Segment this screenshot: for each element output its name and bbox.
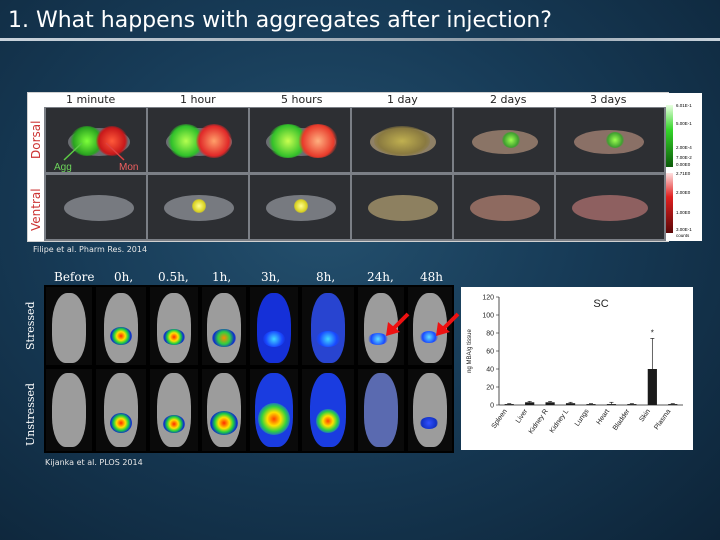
y-tick-label: 0	[490, 403, 494, 410]
chart-title: SC	[593, 298, 608, 310]
red-scale-bar	[666, 173, 673, 233]
stressed-image	[150, 287, 198, 365]
time-label: 48h	[420, 270, 443, 284]
x-tick-label: Kidney L	[549, 408, 570, 434]
bar	[504, 404, 514, 405]
scale-tick: 2.00E0	[676, 190, 691, 195]
x-tick-label: Lungs	[574, 408, 591, 428]
ventral-image	[352, 175, 452, 239]
stressed-image	[46, 287, 92, 365]
bioluminescence-imaging-panel	[44, 285, 454, 453]
fluorescence-imaging-panel: 1 minute 1 hour 5 hours 1 day 2 days 3 d…	[27, 92, 702, 242]
title-divider	[0, 38, 720, 41]
time-label: 8h,	[316, 270, 336, 284]
scale-tick: 0.00E0	[676, 162, 691, 167]
bar	[627, 404, 637, 405]
green-scale-bar	[666, 105, 673, 167]
unstressed-image	[46, 369, 92, 451]
unstressed-image	[408, 369, 452, 451]
timepoint-label: 1 minute	[66, 93, 116, 106]
x-tick-label: Heart	[596, 408, 612, 426]
y-tick-label: 80	[486, 331, 494, 338]
x-tick-label: Kidney R	[528, 408, 550, 435]
y-tick-label: 120	[482, 295, 494, 302]
bar	[668, 404, 678, 405]
scale-tick: 6.01E-1	[676, 103, 692, 108]
time-label: 24h,	[367, 270, 394, 284]
x-tick-label: Plasma	[653, 408, 672, 431]
y-tick-label: 20	[486, 385, 494, 392]
slide-title: 1. What happens with aggregates after in…	[8, 8, 552, 33]
dorsal-image	[352, 108, 452, 172]
y-tick-label: 60	[486, 349, 494, 356]
biodistribution-chart: SC ng MBA/g tissue 0 20 40 60 80 100 120 Spleen Li…	[461, 287, 693, 450]
time-label: 3h,	[261, 270, 281, 284]
stressed-image	[202, 287, 246, 365]
dorsal-image	[556, 108, 664, 172]
citation-top: Filipe et al. Pharm Res. 2014	[33, 245, 148, 254]
x-tick-label: Liver	[515, 408, 530, 425]
bar	[545, 402, 555, 405]
unstressed-image	[202, 369, 246, 451]
x-tick-label: Skin	[638, 408, 652, 423]
ventral-image	[148, 175, 248, 239]
dorsal-image	[148, 108, 248, 172]
scale-tick: 2.00E-4	[676, 145, 692, 150]
ventral-image	[454, 175, 554, 239]
red-arrow-icon	[386, 312, 410, 336]
y-tick-label: 100	[482, 313, 494, 320]
view-label-strip	[28, 107, 44, 241]
scale-tick: 7.00E-2	[676, 155, 692, 160]
red-arrow-icon	[436, 312, 460, 336]
timepoint-label: 1 hour	[180, 93, 216, 106]
y-tick-label: 40	[486, 367, 494, 374]
time-label: 0.5h,	[158, 270, 189, 284]
timepoint-label: 1 day	[387, 93, 418, 106]
time-label: 1h,	[212, 270, 232, 284]
scale-tick: 3.00E-1	[676, 227, 692, 232]
significance-marker: *	[651, 328, 654, 337]
unstressed-image	[358, 369, 404, 451]
color-scale: 6.01E-1 5.00E-1 2.00E-4 7.00E-2 0.00E0 2…	[666, 93, 702, 241]
stressed-image	[302, 287, 354, 365]
stressed-image	[96, 287, 146, 365]
stressed-image	[250, 287, 298, 365]
agg-label: Agg	[54, 162, 72, 173]
ventral-image	[46, 175, 146, 239]
bar	[606, 404, 617, 405]
x-tick-label: Spleen	[491, 408, 509, 430]
scale-tick: 1.00E0	[676, 210, 691, 215]
bar	[586, 404, 596, 405]
unstressed-image	[250, 369, 298, 451]
dorsal-image	[46, 108, 146, 172]
unstressed-image	[150, 369, 198, 451]
scale-tick: 2.71E0	[676, 171, 691, 176]
timepoint-label: 5 hours	[281, 93, 323, 106]
time-label: 0h,	[114, 270, 134, 284]
timepoint-header: 1 minute 1 hour 5 hours 1 day 2 days 3 d…	[28, 93, 668, 107]
dorsal-image	[454, 108, 554, 172]
x-tick-label: Bladder	[612, 408, 632, 432]
timepoint-label: 2 days	[490, 93, 527, 106]
bar	[647, 369, 657, 405]
ventral-image	[250, 175, 350, 239]
unstressed-image	[302, 369, 354, 451]
bar	[565, 403, 576, 405]
scale-units: counts	[676, 233, 690, 238]
unstressed-image	[96, 369, 146, 451]
bar	[525, 402, 535, 405]
timepoint-label: 3 days	[590, 93, 627, 106]
dorsal-image	[250, 108, 350, 172]
chart-ylabel: ng MBA/g tissue	[467, 328, 473, 372]
mon-label: Mon	[119, 162, 139, 173]
citation-bottom: Kijanka et al. PLOS 2014	[45, 458, 143, 467]
ventral-image	[556, 175, 664, 239]
time-label: Before	[54, 270, 95, 284]
scale-tick: 5.00E-1	[676, 121, 692, 126]
